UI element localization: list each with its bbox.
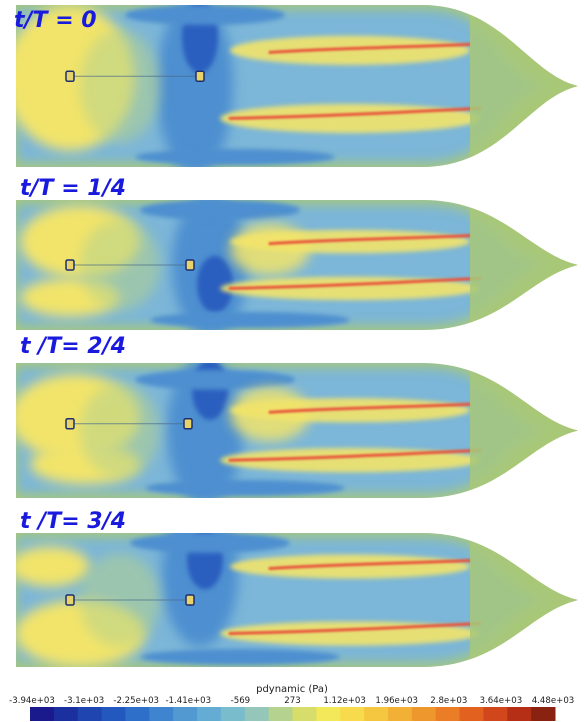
- colorbar-swatch: [125, 707, 150, 721]
- colorbar-swatch: [483, 707, 508, 721]
- colorbar-swatch: [30, 707, 55, 721]
- colorbar-swatch: [531, 707, 556, 721]
- fwd-bracket: [185, 259, 195, 271]
- frame-title-1: t/T = 1/4: [20, 176, 126, 201]
- frame-title-2: t /T= 2/4: [20, 334, 126, 359]
- hull-frame-0: [16, 5, 578, 167]
- colorbar-swatch: [364, 707, 389, 721]
- colorbar-title: pdynamic (Pa): [256, 684, 328, 695]
- lower-high-pressure-streak: [228, 448, 482, 462]
- colorbar-swatch: [197, 707, 222, 721]
- aft-bracket: [65, 418, 75, 430]
- colorbar-swatch: [459, 707, 484, 721]
- colorbar-swatch: [435, 707, 461, 721]
- hull-frame-2: [16, 363, 578, 498]
- colorbar-swatch: [387, 707, 413, 721]
- fwd-bracket: [183, 418, 193, 430]
- colorbar-tick-label: 1.96e+03: [375, 696, 418, 706]
- colorbar-tick-label: -569: [231, 696, 251, 706]
- frame-title-3: t /T= 3/4: [20, 509, 126, 534]
- upper-high-pressure-streak: [268, 42, 472, 54]
- aft-bracket: [65, 70, 75, 83]
- colorbar-swatch: [340, 707, 365, 721]
- colorbar-swatch: [316, 707, 341, 721]
- colorbar-swatch: [220, 707, 246, 721]
- colorbar-swatch: [507, 707, 532, 721]
- frame-title-0: t/T = 0: [14, 8, 97, 33]
- hull-frame-1: [16, 200, 578, 330]
- colorbar-tick-label: -1.41e+03: [165, 696, 211, 706]
- colorbar-swatch: [244, 707, 270, 721]
- colorbar-swatch: [77, 707, 103, 721]
- colorbar-swatch: [411, 707, 437, 721]
- colorbar-tick-label: -2.25e+03: [113, 696, 159, 706]
- fwd-bracket: [195, 70, 205, 83]
- colorbar-swatch: [149, 707, 174, 721]
- colorbar-swatch: [53, 707, 79, 721]
- colorbar-swatch: [101, 707, 126, 721]
- fwd-bracket: [185, 594, 195, 606]
- upper-high-pressure-streak: [268, 559, 472, 570]
- aft-bracket: [65, 259, 75, 271]
- colorbar-swatch: [173, 707, 198, 721]
- lower-high-pressure-streak: [228, 276, 482, 290]
- aft-bracket: [65, 594, 75, 606]
- lower-high-pressure-streak: [228, 106, 482, 120]
- colorbar-tick-label: 273: [284, 696, 300, 706]
- colorbar-tick-label: 3.64e+03: [480, 696, 523, 706]
- colorbar-swatch: [292, 707, 317, 721]
- colorbar-tick-label: -3.1e+03: [64, 696, 104, 706]
- colorbar: pdynamic (Pa) -3.94e+03 -3.1e+03 -2.25e+03…: [9, 684, 574, 721]
- upper-high-pressure-streak: [268, 234, 472, 246]
- colorbar-swatch: [268, 707, 293, 721]
- hull-frame-3: [16, 533, 578, 667]
- colorbar-tick-label: 4.48e+03: [532, 696, 575, 706]
- lower-high-pressure-streak: [228, 622, 482, 635]
- colorbar-tick-label: 1.12e+03: [323, 696, 366, 706]
- colorbar-tick-label: 2.8e+03: [430, 696, 467, 706]
- colorbar-tick-label: -3.94e+03: [9, 696, 55, 706]
- upper-high-pressure-streak: [268, 402, 472, 414]
